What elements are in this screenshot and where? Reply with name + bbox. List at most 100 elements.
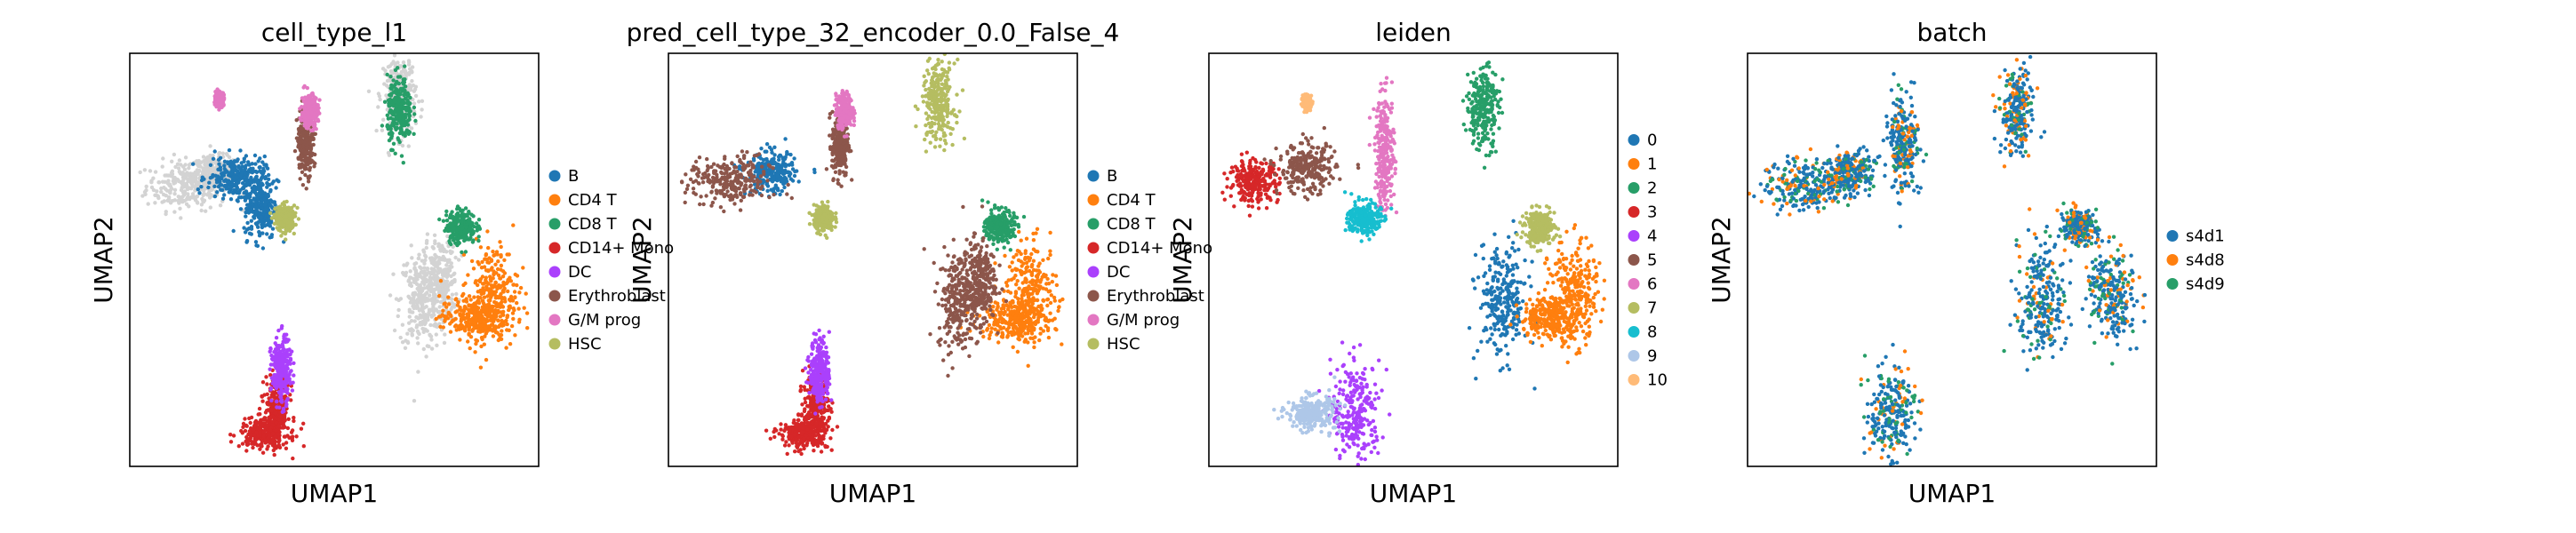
point-b — [775, 173, 780, 178]
point-erythroblast — [300, 183, 306, 187]
point-cd4-t — [476, 330, 481, 334]
point-cd4-t — [500, 304, 504, 308]
point-b — [270, 200, 275, 204]
point-cd8-t — [477, 225, 482, 230]
point-cd4-t — [492, 312, 497, 316]
point-b — [256, 187, 261, 192]
point-b — [248, 166, 253, 171]
point-hsc — [287, 228, 292, 234]
point-b — [772, 153, 777, 157]
point-cd14-mono — [286, 417, 291, 421]
point-cd4-t — [511, 316, 516, 322]
point-b — [257, 229, 261, 235]
point-na — [422, 293, 427, 298]
point-cd4-t — [502, 282, 507, 286]
point-b — [770, 150, 774, 155]
point-cd8-t — [468, 224, 473, 228]
point-na — [412, 301, 416, 306]
point-b — [790, 179, 796, 183]
point-b — [788, 152, 793, 157]
point-b — [775, 166, 780, 171]
point-cd4-t — [449, 314, 453, 318]
point-dc — [268, 346, 273, 351]
point-hsc — [272, 212, 276, 217]
point-cd4-t — [516, 320, 522, 324]
point-cd4-t — [492, 252, 497, 258]
point-cd14-mono — [265, 440, 269, 444]
point-cd4-t — [482, 290, 486, 296]
point-cd4-t — [469, 259, 475, 264]
point-hsc — [295, 205, 300, 211]
point-cd4-t — [485, 288, 491, 292]
point-na — [209, 193, 213, 197]
point-na — [396, 307, 401, 313]
point-cd4-t — [446, 310, 451, 315]
point-na — [414, 299, 419, 304]
point-cd8-t — [412, 131, 416, 136]
point-erythroblast — [301, 134, 306, 139]
point-b — [236, 157, 240, 162]
point-na — [399, 69, 404, 75]
point-cd8-t — [455, 204, 460, 209]
point-na — [166, 198, 171, 203]
point-na — [409, 243, 413, 248]
point-cd8-t — [388, 99, 393, 103]
point-cd8-t — [382, 99, 388, 104]
point-cd4-t — [482, 342, 486, 346]
point-cd14-mono — [228, 433, 233, 437]
point-na — [169, 173, 173, 179]
point-cd4-t — [504, 346, 508, 350]
point-na — [406, 59, 412, 63]
point-cd4-t — [474, 300, 478, 306]
point-b — [249, 227, 254, 231]
point-dc — [284, 339, 288, 345]
point-cd4-t — [468, 298, 473, 302]
point-b — [232, 160, 236, 164]
point-cd4-t — [473, 350, 477, 354]
point-cd4-t — [496, 318, 500, 323]
point-cd8-t — [406, 129, 411, 134]
point-cd4-t — [486, 298, 491, 303]
point-b — [254, 170, 259, 174]
point-na — [445, 284, 450, 289]
point-na — [428, 275, 432, 280]
point-cd14-mono — [249, 415, 254, 420]
point-dc — [276, 344, 281, 348]
point-g-m-prog — [313, 111, 317, 116]
point-cd4-t — [508, 294, 514, 299]
point-cd4-t — [511, 223, 516, 227]
point-cd8-t — [389, 108, 394, 114]
point-na — [186, 179, 191, 184]
point-cd4-t — [473, 306, 477, 310]
point-na — [452, 271, 457, 275]
point-na — [177, 201, 181, 205]
point-na — [400, 143, 405, 148]
point-na — [419, 115, 423, 119]
point-cd4-t — [467, 311, 471, 315]
point-na — [432, 233, 437, 237]
point-na — [417, 252, 421, 257]
point-na — [160, 179, 165, 184]
point-cd14-mono — [272, 452, 276, 457]
point-dc — [269, 398, 274, 403]
point-cd4-t — [484, 253, 488, 258]
point-cd4-t — [476, 278, 482, 283]
point-cd4-t — [500, 297, 504, 301]
point-dc — [282, 334, 286, 338]
point-cd8-t — [441, 219, 446, 223]
point-na — [426, 317, 430, 322]
point-na — [172, 187, 178, 192]
point-b — [773, 185, 778, 189]
point-g-m-prog — [304, 99, 308, 103]
panel-2: pred_cell_type_32_encoder_0.0_False_4UMA… — [627, 18, 1212, 508]
point-cd4-t — [513, 295, 517, 300]
point-na — [199, 203, 204, 207]
point-erythroblast — [292, 148, 298, 154]
point-cd4-t — [497, 283, 501, 288]
point-na — [420, 322, 424, 327]
point-na — [415, 336, 420, 340]
point-b — [765, 169, 770, 173]
point-cd4-t — [1060, 342, 1064, 346]
point-cd8-t — [397, 119, 403, 123]
point-na — [179, 216, 183, 220]
